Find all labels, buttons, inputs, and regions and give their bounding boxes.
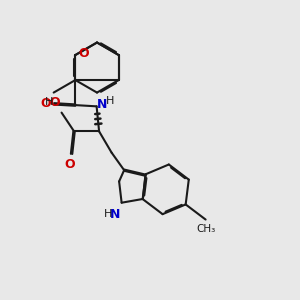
Text: H: H	[45, 97, 53, 107]
Text: O: O	[65, 158, 75, 171]
Text: N: N	[97, 98, 108, 111]
Text: CH₃: CH₃	[196, 224, 215, 234]
Text: O: O	[40, 97, 50, 110]
Text: O: O	[78, 47, 89, 60]
Text: O: O	[50, 96, 60, 109]
Text: N: N	[110, 208, 120, 221]
Text: H: H	[104, 209, 112, 219]
Text: H: H	[106, 96, 114, 106]
